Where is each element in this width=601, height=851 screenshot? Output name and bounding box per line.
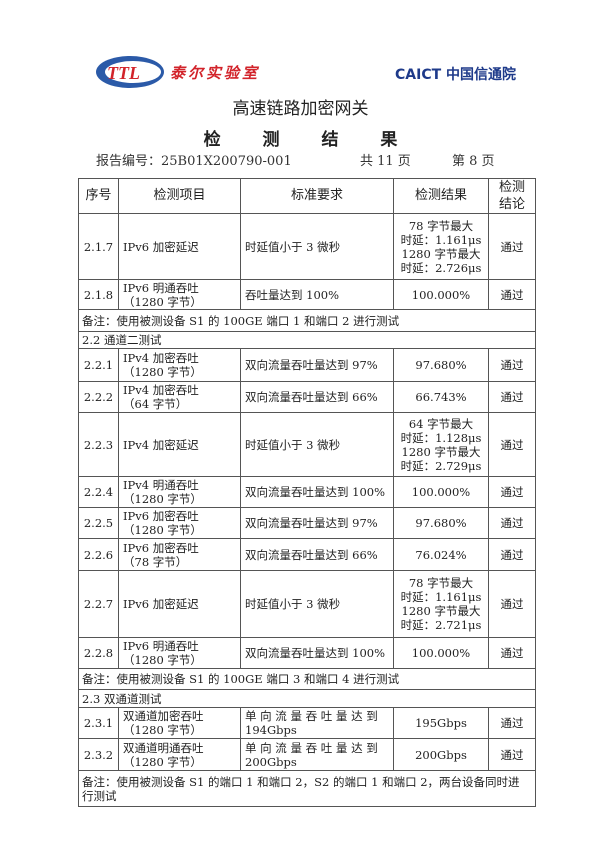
cell-concl: 通过 (488, 637, 536, 669)
caict-logo: CAICT 中国信通院 (395, 67, 517, 83)
column-header: 序号 (78, 178, 119, 214)
cell-item: IPv6 加密延迟 (118, 213, 241, 280)
cell-req: 双向流量吞吐量达到 97% (240, 348, 394, 382)
table-row: 2.2.3 IPv4 加密延迟 时延值小于 3 微秒 64 字节最大 时延：1.128… (78, 412, 536, 477)
ttl-lab-name: 泰尔实验室 (170, 64, 261, 82)
cell-req: 双向流量吞吐量达到 97% (240, 507, 394, 539)
cell-no: 2.3.2 (78, 738, 119, 771)
cell-result: 66.743% (393, 381, 489, 413)
cell-result: 64 字节最大 时延：1.128μs 1280 字节最大 时延：2.729μs (393, 412, 489, 477)
cell-item: IPv4 加密延迟 (118, 412, 241, 477)
cell-text: 备注：使用被测设备 S1 的端口 1 和端口 2，S2 的端口 1 和端口 2，… (78, 770, 536, 807)
cell-result: 100.000% (393, 476, 489, 508)
note-row: 备注：使用被测设备 S1 的端口 1 和端口 2，S2 的端口 1 和端口 2，… (78, 770, 536, 807)
column-header: 检测结果 (393, 178, 489, 214)
cell-req: 双向流量吞吐量达到 66% (240, 381, 394, 413)
cell-req: 时延值小于 3 微秒 (240, 412, 394, 477)
cell-item: IPv6 明通吞吐 （1280 字节） (118, 637, 241, 669)
cell-req: 双向流量吞吐量达到 100% (240, 637, 394, 669)
cell-item: IPv6 加密吞吐 （78 字节） (118, 538, 241, 571)
cell-text: 备注：使用被测设备 S1 的 100GE 端口 1 和端口 2 进行测试 (78, 309, 536, 332)
cell-result: 97.680% (393, 507, 489, 539)
cell-concl: 通过 (488, 476, 536, 508)
table-row: 2.3.2 双通道明通吞吐 （1280 字节）单 向 流 量 吞 吐 量 达 到 … (78, 738, 536, 771)
document-title: 高速链路加密网关 (232, 99, 369, 119)
cell-concl: 通过 (488, 412, 536, 477)
note-row: 2.2 通道二测试 (78, 331, 536, 349)
cell-result: 78 字节最大 时延：1.161μs 1280 字节最大 时延：2.726μs (393, 213, 489, 280)
cell-req: 时延值小于 3 微秒 (240, 213, 394, 280)
cell-concl: 通过 (488, 507, 536, 539)
cell-result: 78 字节最大 时延：1.161μs 1280 字节最大 时延：2.721μs (393, 570, 489, 638)
table-row: 2.3.1 双通道加密吞吐 （1280 字节）单 向 流 量 吞 吐 量 达 到 … (78, 707, 536, 739)
table-row: 2.2.5 IPv6 加密吞吐 （1280 字节） 双向流量吞吐量达到 97% 97.… (78, 507, 536, 539)
cell-concl: 通过 (488, 348, 536, 382)
cell-result: 100.000% (393, 279, 489, 310)
cell-concl: 通过 (488, 213, 536, 280)
cell-item: IPv6 加密吞吐 （1280 字节） (118, 507, 241, 539)
svg-text:TTL: TTL (107, 63, 140, 83)
cell-no: 2.2.8 (78, 637, 119, 669)
cell-req: 单 向 流 量 吞 吐 量 达 到 200Gbps (240, 738, 394, 771)
cell-no: 2.2.1 (78, 348, 119, 382)
cell-no: 2.2.6 (78, 538, 119, 571)
results-table: 序号 检测项目 标准要求 检测结果 检测结论 2.1.7 IPv6 加密延迟 时延值小于 3… (78, 178, 536, 807)
cell-concl: 通过 (488, 738, 536, 771)
document-subtitle: 检 测 结 果 (203, 130, 416, 150)
cell-concl: 通过 (488, 707, 536, 739)
table-row: 2.2.6 IPv6 加密吞吐 （78 字节） 双向流量吞吐量达到 66% 76.02… (78, 538, 536, 571)
cell-concl: 通过 (488, 570, 536, 638)
cell-item: 双通道加密吞吐 （1280 字节） (118, 707, 241, 739)
cell-req: 吞吐量达到 100% (240, 279, 394, 310)
ttl-logo: TTL (96, 56, 164, 88)
page-number: 第 8 页 (452, 154, 495, 169)
cell-no: 2.1.7 (78, 213, 119, 280)
cell-item: 双通道明通吞吐 （1280 字节） (118, 738, 241, 771)
table-row: 2.2.7 IPv6 加密延迟 时延值小于 3 微秒 78 字节最大 时延：1.161… (78, 570, 536, 638)
cell-req: 时延值小于 3 微秒 (240, 570, 394, 638)
column-header: 检测结论 (488, 178, 536, 214)
cell-item: IPv4 明通吞吐 （1280 字节） (118, 476, 241, 508)
cell-result: 97.680% (393, 348, 489, 382)
cell-result: 76.024% (393, 538, 489, 571)
cell-text: 备注：使用被测设备 S1 的 100GE 端口 3 和端口 4 进行测试 (78, 668, 536, 690)
cell-no: 2.2.7 (78, 570, 119, 638)
column-header: 标准要求 (240, 178, 394, 214)
table-row: 2.2.8 IPv6 明通吞吐 （1280 字节） 双向流量吞吐量达到 100% 10… (78, 637, 536, 669)
cell-result: 200Gbps (393, 738, 489, 771)
cell-no: 2.2.2 (78, 381, 119, 413)
table-row: 2.2.1 IPv4 加密吞吐 （1280 字节） 双向流量吞吐量达到 97% 97.… (78, 348, 536, 382)
cell-no: 2.1.8 (78, 279, 119, 310)
column-header: 检测项目 (118, 178, 241, 214)
cell-req: 双向流量吞吐量达到 100% (240, 476, 394, 508)
cell-item: IPv4 加密吞吐 （1280 字节） (118, 348, 241, 382)
cell-text: 2.2 通道二测试 (78, 331, 536, 349)
cell-req: 双向流量吞吐量达到 66% (240, 538, 394, 571)
cell-no: 2.3.1 (78, 707, 119, 739)
table-row: 2.2.4 IPv4 明通吞吐 （1280 字节） 双向流量吞吐量达到 100% 10… (78, 476, 536, 508)
note-row: 备注：使用被测设备 S1 的 100GE 端口 1 和端口 2 进行测试 (78, 309, 536, 332)
cell-text: 2.3 双通道测试 (78, 689, 536, 708)
cell-item: IPv6 加密延迟 (118, 570, 241, 638)
cell-concl: 通过 (488, 538, 536, 571)
cell-concl: 通过 (488, 381, 536, 413)
table-row: 2.2.2 IPv4 加密吞吐 （64 字节） 双向流量吞吐量达到 66% 66.74… (78, 381, 536, 413)
report-number: 报告编号：25B01X200790-001 (96, 154, 292, 169)
note-row: 2.3 双通道测试 (78, 689, 536, 708)
cell-concl: 通过 (488, 279, 536, 310)
cell-no: 2.2.5 (78, 507, 119, 539)
table-row: 2.1.8 IPv6 明通吞吐 （1280 字节） 吞吐量达到 100% 100.00… (78, 279, 536, 310)
cell-no: 2.2.3 (78, 412, 119, 477)
total-pages: 共 11 页 (360, 154, 411, 169)
cell-item: IPv4 加密吞吐 （64 字节） (118, 381, 241, 413)
cell-result: 100.000% (393, 637, 489, 669)
cell-req: 单 向 流 量 吞 吐 量 达 到 194Gbps (240, 707, 394, 739)
cell-no: 2.2.4 (78, 476, 119, 508)
table-row: 2.1.7 IPv6 加密延迟 时延值小于 3 微秒 78 字节最大 时延：1.161… (78, 213, 536, 280)
cell-item: IPv6 明通吞吐 （1280 字节） (118, 279, 241, 310)
cell-result: 195Gbps (393, 707, 489, 739)
note-row: 备注：使用被测设备 S1 的 100GE 端口 3 和端口 4 进行测试 (78, 668, 536, 690)
